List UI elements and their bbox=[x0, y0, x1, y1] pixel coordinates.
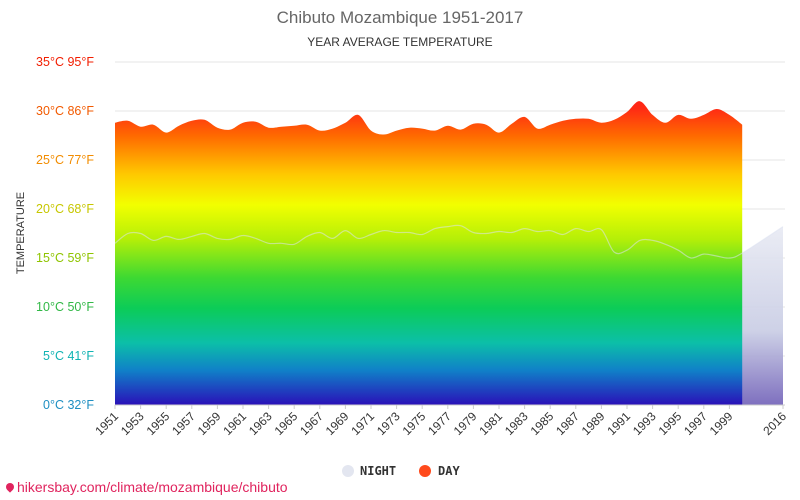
y-axis-ticks: 0°C 32°F 5°C 41°F 10°C 50°F 15°C 59°F 20°C 6… bbox=[36, 55, 94, 412]
credit-text: hikersbay.com/climate/mozambique/chibuto bbox=[17, 479, 288, 495]
chart-title: Chibuto Mozambique 1951-2017 bbox=[277, 8, 524, 27]
x-tick-label: 1969 bbox=[323, 409, 352, 438]
series-night-line bbox=[114, 224, 784, 259]
series-day-area bbox=[115, 101, 743, 406]
x-tick-label: 1981 bbox=[476, 409, 505, 438]
x-tick-label: 1951 bbox=[92, 409, 121, 438]
x-tick-label: 1993 bbox=[630, 409, 659, 438]
y-tick-label: 5°C 41°F bbox=[43, 349, 94, 363]
x-tick-label: 1975 bbox=[400, 409, 429, 438]
x-tick-label: 1985 bbox=[528, 409, 557, 438]
y-tick-label: 0°C 32°F bbox=[43, 398, 94, 412]
x-tick-label: 1989 bbox=[579, 409, 608, 438]
y-tick-label: 20°C 68°F bbox=[36, 202, 94, 216]
x-tick-label: 1983 bbox=[502, 409, 531, 438]
plot-areas bbox=[114, 101, 784, 406]
x-tick-label: 1963 bbox=[246, 409, 275, 438]
x-tick-label: 1991 bbox=[604, 409, 633, 438]
x-tick-label: 2016 bbox=[760, 409, 789, 438]
x-tick-label: 1999 bbox=[707, 409, 736, 438]
x-tick-label: 1973 bbox=[374, 409, 403, 438]
x-tick-label: 1979 bbox=[451, 409, 480, 438]
x-tick-label: 1967 bbox=[297, 409, 326, 438]
x-tick-label: 1961 bbox=[220, 409, 249, 438]
legend-item-night[interactable]: NIGHT bbox=[342, 464, 396, 478]
x-axis-ticks: 1951195319551957195919611963196519671969… bbox=[92, 405, 789, 438]
x-tick-label: 1995 bbox=[656, 409, 685, 438]
legend-night-label: NIGHT bbox=[360, 464, 396, 478]
y-tick-label: 35°C 95°F bbox=[36, 55, 94, 69]
x-tick-label: 1971 bbox=[348, 409, 377, 438]
legend-night-swatch bbox=[342, 465, 354, 477]
x-tick-label: 1957 bbox=[169, 409, 198, 438]
legend-item-day[interactable]: DAY bbox=[419, 464, 460, 478]
x-tick-label: 1977 bbox=[425, 409, 454, 438]
x-tick-label: 1987 bbox=[553, 409, 582, 438]
x-tick-label: 1953 bbox=[118, 409, 147, 438]
y-tick-label: 15°C 59°F bbox=[36, 251, 94, 265]
legend: NIGHT DAY bbox=[342, 464, 460, 478]
x-tick-label: 1955 bbox=[144, 409, 173, 438]
chart-subtitle: YEAR AVERAGE TEMPERATURE bbox=[307, 35, 492, 49]
y-tick-label: 10°C 50°F bbox=[36, 300, 94, 314]
y-tick-label: 25°C 77°F bbox=[36, 153, 94, 167]
y-axis-label: TEMPERATURE bbox=[15, 192, 27, 274]
y-tick-label: 30°C 86°F bbox=[36, 104, 94, 118]
location-pin-icon bbox=[4, 481, 16, 493]
x-tick-label: 1997 bbox=[681, 409, 710, 438]
x-tick-label: 1959 bbox=[195, 409, 224, 438]
legend-day-label: DAY bbox=[438, 464, 460, 478]
legend-day-swatch bbox=[419, 465, 431, 477]
source-credit-link[interactable]: hikersbay.com/climate/mozambique/chibuto bbox=[4, 479, 288, 495]
x-tick-label: 1965 bbox=[272, 409, 301, 438]
